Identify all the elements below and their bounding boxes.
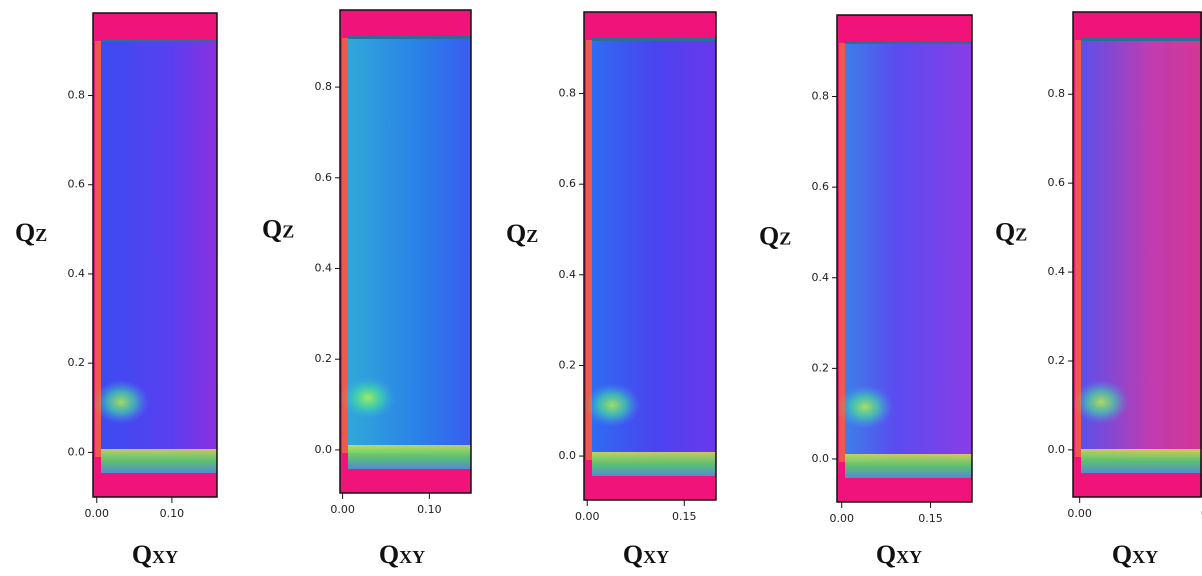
x-tick-label: 0.15 [672,510,697,523]
plot-frame [836,14,973,503]
y-tick-label: 0.8 [559,87,577,100]
y-tick-label: 0.4 [315,262,333,275]
y-tick-label: 0.4 [68,267,86,280]
panel [837,15,972,502]
x-tick-label: 0.10 [417,503,442,516]
panel [93,13,217,497]
specular-glow [340,376,396,420]
axes: 0.0 0.2 0.4 0.6 0.8 0.00 0.15 Qz Qxy [506,11,717,569]
x-tick-label: 0.00 [85,507,110,520]
horizon-line [348,36,471,39]
detector-image [1073,12,1202,497]
direct-beam-band [592,452,716,476]
y-tick-label: 0.0 [315,443,333,456]
detector-image [584,12,716,500]
x-tick-label: 0.10 [160,507,185,520]
y-tick-label: 0.2 [1048,354,1066,367]
horizon-line [845,41,972,44]
axes: 0.0 0.2 0.4 0.6 0.8 0.00 0.10 Qz Qxy [995,11,1202,569]
left-strip [839,43,845,462]
x-axis-label: Qxy [623,540,669,569]
specular-glow [93,380,149,424]
horizon-line [592,38,716,41]
x-tick-label: 0.00 [575,510,600,523]
x-axis-label: Qxy [876,540,922,569]
left-strip [586,40,592,460]
y-tick-label: 0.8 [315,80,333,93]
direct-beam-band [348,445,471,469]
detector-image [837,15,972,502]
direct-beam-band [1081,449,1202,473]
y-tick-label: 0.0 [1048,443,1066,456]
direct-beam-band [101,449,217,473]
specular-glow [584,383,640,427]
y-tick-label: 0.0 [68,445,86,458]
y-tick-label: 0.6 [1048,176,1066,189]
x-axis-label: Qxy [1112,540,1158,569]
detector-image [93,13,217,497]
y-tick-label: 0.8 [68,89,86,102]
y-axis-label: Qz [995,217,1027,246]
y-tick-label: 0.2 [559,358,577,371]
axes: 0.0 0.2 0.4 0.6 0.8 0.00 0.10 Qz Qxy [262,9,472,569]
y-tick-label: 0.4 [559,268,577,281]
panel [340,10,471,493]
left-strip [342,38,348,453]
plot-frame [92,12,218,498]
y-axis-label: Qz [15,218,47,247]
y-tick-label: 0.8 [812,90,830,103]
x-tick-label: 0.00 [330,503,355,516]
plot-frame [339,9,472,494]
plot-frame [1072,11,1202,498]
horizon-line [1081,38,1202,41]
direct-beam-band [845,454,972,478]
axes: 0.0 0.2 0.4 0.6 0.8 0.00 0.15 Qz Qxy [759,14,973,569]
y-axis-label: Qz [262,214,294,243]
plot-frame [583,11,717,501]
y-axis-label: Qz [759,221,791,250]
y-tick-label: 0.6 [315,171,333,184]
y-tick-label: 0.2 [68,356,86,369]
y-tick-label: 0.4 [1048,265,1066,278]
y-axis-label: Qz [506,219,538,248]
specular-glow [837,385,893,429]
x-axis-label: Qxy [379,540,425,569]
detector-image [340,10,471,493]
axes: 0.0 0.2 0.4 0.6 0.8 0.00 0.10 Qz Qxy [15,12,218,569]
x-axis-label: Qxy [132,540,178,569]
y-tick-label: 0.6 [559,177,577,190]
y-tick-label: 0.4 [812,271,830,284]
horizon-line [101,39,217,42]
y-tick-label: 0.0 [559,449,577,462]
y-tick-label: 0.2 [315,352,333,365]
x-tick-label: 0.00 [829,512,854,525]
y-tick-label: 0.0 [812,452,830,465]
x-tick-label: 0.00 [1067,507,1092,520]
y-tick-label: 0.2 [812,361,830,374]
specular-glow [1073,380,1129,424]
panel [584,12,716,500]
y-tick-label: 0.6 [812,180,830,193]
y-tick-label: 0.6 [68,178,86,191]
y-tick-label: 0.8 [1048,87,1066,100]
panel [1073,12,1202,497]
x-tick-label: 0.15 [918,512,943,525]
x-tick-label: 0.10 [1201,507,1202,520]
left-strip [95,41,101,457]
left-strip [1075,40,1081,457]
